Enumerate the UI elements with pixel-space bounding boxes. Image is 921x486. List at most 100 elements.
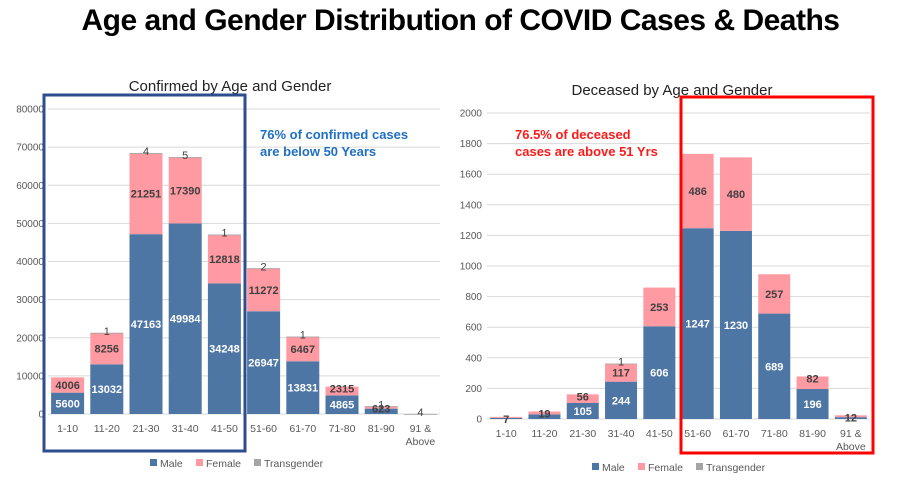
annotation-text: 76.5% of deceased — [515, 127, 631, 142]
data-label: 480 — [727, 189, 745, 201]
bar-transgender — [168, 157, 202, 158]
bar-female — [90, 332, 124, 365]
y-tick-label: 30000 — [16, 295, 44, 306]
x-tick-label: Above — [406, 436, 436, 448]
data-label: 606 — [650, 368, 668, 380]
legend-label: Male — [160, 458, 183, 470]
x-tick-label: 51-60 — [684, 428, 711, 440]
bar-male — [834, 417, 867, 419]
legend-label: Male — [602, 462, 625, 474]
bar-female — [51, 377, 85, 393]
data-label: 4865 — [330, 400, 354, 412]
x-tick-label: 91 & — [840, 428, 862, 440]
y-tick-label: 1600 — [460, 170, 483, 181]
x-tick-label: 31-40 — [172, 423, 199, 435]
bar-male — [528, 414, 561, 419]
bar-male — [566, 402, 599, 419]
y-tick-label: 600 — [465, 323, 482, 334]
data-label: 2 — [261, 261, 267, 273]
confirmed-chart: Confirmed by Age and Gender 0 10000 20000 30… — [16, 78, 440, 470]
data-label: 196 — [803, 399, 821, 411]
bar-male — [490, 417, 523, 419]
highlight-box — [42, 93, 247, 453]
y-tick-label: 10000 — [16, 371, 44, 382]
legend-swatch-female — [196, 459, 203, 466]
y-tick-label: 50000 — [16, 219, 44, 230]
y-tick-label: 800 — [465, 292, 482, 303]
bar-male — [90, 364, 124, 414]
data-label: 2315 — [330, 384, 354, 396]
data-label: 47163 — [131, 319, 162, 331]
x-tick-label: 21-30 — [569, 428, 596, 440]
data-label: 21251 — [131, 189, 162, 201]
data-label: 8256 — [95, 344, 119, 356]
bar-male — [247, 311, 281, 414]
x-tick-label: 61-70 — [723, 428, 750, 440]
bar-female — [528, 411, 561, 415]
y-tick-label: 0 — [38, 410, 44, 421]
y-tick-label: 1400 — [460, 200, 483, 211]
y-tick-label: 20000 — [16, 333, 44, 344]
legend-label: Female — [206, 458, 241, 470]
data-label: 82 — [806, 373, 818, 385]
bar-transgender — [129, 153, 163, 154]
x-tick-label: 11-20 — [94, 423, 120, 435]
bar-male — [51, 392, 85, 414]
y-tick-label: 200 — [465, 384, 482, 395]
data-label: 12 — [845, 412, 857, 424]
x-tick-label: 41-50 — [646, 428, 673, 440]
data-label: 56 — [577, 391, 589, 403]
bar-male — [325, 395, 359, 414]
data-label: 1 — [221, 228, 227, 240]
data-label: 1 — [618, 357, 624, 369]
bar-male — [207, 283, 241, 414]
legend-label: Transgender — [264, 458, 324, 470]
data-label: 12818 — [209, 254, 240, 266]
data-label: 26947 — [248, 358, 279, 370]
data-label: 49984 — [170, 314, 201, 326]
data-label: 19 — [538, 409, 550, 421]
bar-female — [247, 268, 281, 312]
x-tick-label: 51-60 — [250, 423, 277, 435]
legend-label: Transgender — [706, 462, 766, 474]
bar-female — [758, 274, 791, 314]
data-label: 117 — [612, 368, 630, 380]
annotation-text: 76% of confirmed cases — [260, 127, 408, 142]
bar-female — [719, 157, 752, 231]
bar-female — [643, 287, 676, 327]
bar-female — [490, 416, 523, 418]
data-label: 11272 — [249, 285, 279, 297]
x-tick-label: 11-20 — [531, 428, 557, 440]
y-tick-label: 70000 — [16, 143, 44, 154]
legend-swatch-male — [150, 459, 157, 466]
bar-male — [605, 381, 638, 419]
x-tick-label: Above — [836, 441, 866, 453]
bar-transgender — [247, 268, 281, 270]
legend-swatch-transgender — [254, 459, 261, 466]
bar-transgender — [364, 406, 398, 408]
data-label: 6467 — [291, 344, 315, 356]
legend-swatch-male — [592, 463, 599, 470]
x-tick-label: 81-90 — [368, 423, 395, 435]
bar-transgender — [90, 332, 124, 334]
data-label: 1 — [104, 326, 110, 338]
x-tick-label: 71-80 — [761, 428, 788, 440]
data-label: 5600 — [55, 398, 79, 410]
y-tick-label: 40000 — [16, 257, 44, 268]
bar-transgender — [403, 413, 437, 415]
data-label: 105 — [574, 406, 592, 418]
bar-transgender — [605, 363, 638, 365]
data-label: 34248 — [209, 344, 240, 356]
x-tick-label: 81-90 — [799, 428, 826, 440]
y-tick-label: 1000 — [460, 262, 483, 273]
bar-male — [796, 389, 829, 419]
bar-female — [605, 363, 638, 382]
data-label: 4 — [143, 146, 149, 158]
data-label: 1230 — [724, 320, 748, 332]
legend-swatch-female — [638, 463, 645, 470]
y-tick-label: 60000 — [16, 181, 44, 192]
chart-title: Deceased by Age and Gender — [572, 82, 773, 99]
bar-female — [286, 336, 320, 362]
data-label: 689 — [765, 361, 783, 373]
data-label: 244 — [612, 395, 631, 407]
